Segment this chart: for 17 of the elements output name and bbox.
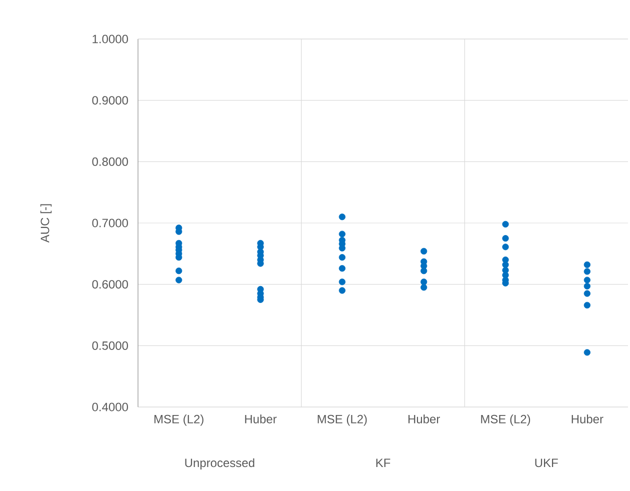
x-axis-title: Unprocessed	[185, 458, 254, 470]
y-tick-label: 0.6000	[92, 280, 128, 289]
x-tick-label: Huber	[572, 414, 604, 424]
y-tick-label: 0.8000	[92, 157, 128, 166]
x-tick-label: MSE (L2)	[318, 414, 367, 426]
y-axis-title: AUC [-]	[40, 204, 52, 243]
x-tick-label: Huber	[408, 414, 440, 424]
x-tick-label: MSE (L2)	[154, 414, 204, 426]
x-tick-label: Huber	[245, 414, 277, 424]
x-tick-label: MSE (L2)	[481, 414, 530, 426]
x-axis-title: KF	[376, 458, 390, 467]
y-tick-label: 1.0000	[92, 34, 128, 44]
y-tick-label: 0.7000	[92, 218, 128, 228]
y-tick-label: 0.9000	[92, 96, 128, 105]
y-tick-label: 0.5000	[92, 341, 128, 350]
y-tick-label: 0.4000	[92, 402, 128, 412]
x-axis-title: UKF	[535, 458, 558, 468]
